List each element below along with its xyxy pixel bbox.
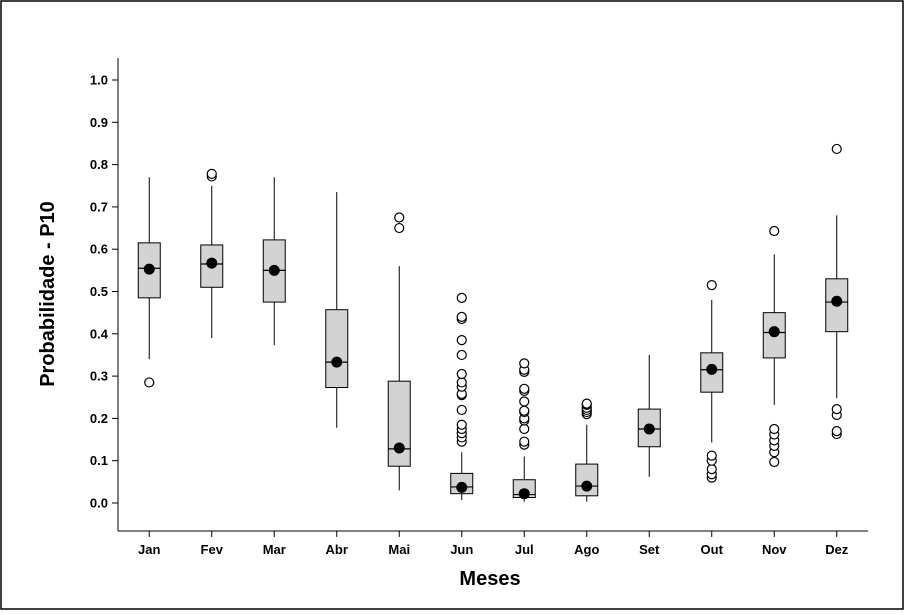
box-group-dez	[826, 144, 848, 438]
mean-point	[144, 264, 155, 275]
box-group-mai	[388, 213, 410, 490]
outlier-point	[520, 424, 529, 433]
y-tick-label: 0.3	[90, 369, 108, 384]
outlier-point	[770, 227, 779, 236]
x-tick-label: Mai	[388, 542, 410, 557]
y-tick-label: 0.2	[90, 411, 108, 426]
mean-point	[394, 443, 405, 454]
x-tick-label: Nov	[762, 542, 787, 557]
outlier-point	[207, 169, 216, 178]
x-ticks: Jan Fev Mar Abr Mai Jun Jul Ago Set Out Nov Dez	[138, 531, 849, 557]
outlier-point	[520, 437, 529, 446]
outlier-point	[457, 405, 466, 414]
mean-point	[769, 326, 780, 337]
y-tick-label: 1.0	[90, 73, 108, 88]
mean-point	[456, 482, 467, 493]
box-group-out	[701, 281, 723, 482]
outlier-point	[832, 405, 841, 414]
outlier-point	[457, 350, 466, 359]
y-tick-label: 0.0	[90, 496, 108, 511]
box-group-jan	[138, 177, 160, 387]
y-tick-label: 0.9	[90, 115, 108, 130]
mean-point	[519, 488, 530, 499]
outlier-point	[770, 424, 779, 433]
x-tick-label: Jul	[515, 542, 534, 557]
box-group-set	[638, 355, 660, 477]
outlier-point	[520, 406, 529, 415]
outlier-point	[770, 457, 779, 466]
outlier-point	[395, 213, 404, 222]
outlier-point	[457, 293, 466, 302]
outlier-point	[707, 281, 716, 290]
x-tick-label: Mar	[263, 542, 286, 557]
outlier-point	[395, 224, 404, 233]
x-axis-title: Meses	[459, 568, 520, 590]
y-tick-label: 0.5	[90, 284, 108, 299]
outlier-point	[707, 465, 716, 474]
outlier-point	[457, 378, 466, 387]
x-tick-label: Set	[639, 542, 660, 557]
x-tick-label: Out	[701, 542, 724, 557]
y-ticks: 0.0 0.1 0.2 0.3 0.4 0.5 0.6 0.7 0.8 0.9 1.0	[90, 73, 118, 511]
y-tick-label: 0.1	[90, 453, 108, 468]
y-tick-label: 0.8	[90, 157, 108, 172]
y-tick-label: 0.7	[90, 199, 108, 214]
outlier-point	[707, 451, 716, 460]
mean-point	[269, 265, 280, 276]
mean-point	[706, 364, 717, 375]
box-group-jul	[513, 359, 535, 502]
x-tick-label: Ago	[574, 542, 599, 557]
x-tick-label: Fev	[201, 542, 224, 557]
outlier-point	[520, 397, 529, 406]
outlier-point	[457, 312, 466, 321]
mean-point	[831, 296, 842, 307]
x-tick-label: Dez	[825, 542, 849, 557]
outlier-point	[457, 369, 466, 378]
outlier-point	[457, 336, 466, 345]
mean-point	[206, 258, 217, 269]
y-tick-label: 0.4	[90, 326, 109, 341]
y-axis-title: Probabilidade - P10	[37, 201, 59, 387]
box-group-abr	[326, 192, 348, 428]
y-tick-label: 0.6	[90, 242, 108, 257]
outlier-point	[457, 420, 466, 429]
outlier-point	[582, 399, 591, 408]
box-group-jun	[451, 293, 473, 500]
box-group-mar	[263, 177, 285, 345]
chart-marks	[138, 144, 848, 501]
x-tick-label: Jan	[138, 542, 160, 557]
box-group-fev	[201, 169, 223, 338]
mean-point	[331, 357, 342, 368]
outlier-point	[520, 384, 529, 393]
x-tick-label: Jun	[450, 542, 473, 557]
mean-point	[644, 423, 655, 434]
outlier-point	[832, 427, 841, 436]
x-tick-label: Abr	[326, 542, 348, 557]
iqr-box	[326, 310, 348, 388]
mean-point	[581, 481, 592, 492]
box-group-nov	[763, 227, 785, 467]
box-group-ago	[576, 399, 598, 502]
outlier-point	[520, 359, 529, 368]
outlier-point	[832, 144, 841, 153]
outlier-point	[145, 378, 154, 387]
